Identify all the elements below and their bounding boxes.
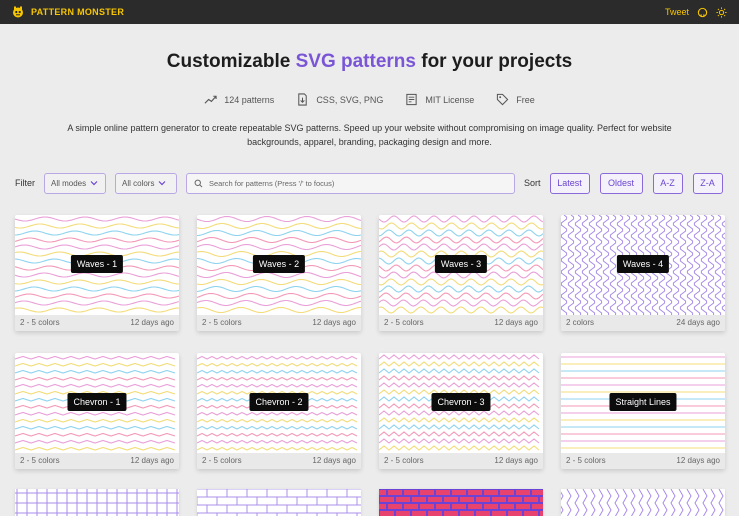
pattern-card[interactable]: Waves - 4 2 colors 24 days ago: [561, 215, 725, 331]
pattern-meta: 2 - 5 colors 12 days ago: [15, 315, 179, 331]
pattern-name: Chevron - 3: [431, 393, 491, 411]
sort-za-button[interactable]: Z-A: [692, 172, 723, 194]
stats-row: 124 patterns CSS, SVG, PNG MIT License F…: [0, 93, 739, 106]
pattern-name: Waves - 3: [434, 255, 488, 273]
pattern-name: Waves - 4: [616, 255, 670, 273]
trend-up-icon: [204, 95, 217, 104]
pattern-card-partial[interactable]: [15, 489, 179, 516]
tag-icon: [497, 93, 509, 106]
stat-license: MIT License: [405, 93, 474, 106]
filter-label: Filter: [15, 178, 35, 188]
pattern-card-partial[interactable]: [197, 489, 361, 516]
pattern-meta: 2 colors 24 days ago: [561, 315, 725, 331]
sort-oldest-button[interactable]: Oldest: [599, 172, 643, 194]
chevron-down-icon: [159, 181, 166, 186]
chevron-down-icon: [90, 181, 98, 186]
theme-toggle-icon[interactable]: [716, 6, 727, 18]
pattern-meta: 2 - 5 colors 12 days ago: [561, 453, 725, 469]
pattern-name: Straight Lines: [609, 393, 677, 411]
pattern-meta: 2 - 5 colors 12 days ago: [379, 315, 543, 331]
filter-bar: Filter All modes All colors Sort Latest …: [15, 172, 726, 194]
sort-latest-button[interactable]: Latest: [549, 172, 590, 194]
license-icon: [406, 93, 417, 106]
pattern-meta: 2 - 5 colors 12 days ago: [379, 453, 543, 469]
stat-formats: CSS, SVG, PNG: [296, 93, 383, 106]
pattern-name: Waves - 2: [252, 255, 306, 273]
github-icon[interactable]: [697, 7, 708, 18]
pattern-preview: [197, 215, 361, 315]
pattern-card[interactable]: Waves - 1 2 - 5 colors 12 days ago: [15, 215, 179, 331]
stat-patterns: 124 patterns: [204, 93, 274, 106]
pattern-card[interactable]: Waves - 2 2 - 5 colors 12 days ago: [197, 215, 361, 331]
pattern-card[interactable]: Chevron - 2 2 - 5 colors 12 days ago: [197, 353, 361, 469]
stat-price: Free: [496, 93, 535, 106]
search-icon: [194, 179, 203, 187]
monster-logo-icon: [13, 6, 23, 18]
pattern-name: Chevron - 1: [67, 393, 127, 411]
page-title: Customizable SVG patterns for your proje…: [166, 51, 573, 72]
description: A simple online pattern generator to cre…: [67, 123, 672, 147]
pattern-name: Waves - 1: [70, 255, 124, 273]
pattern-card[interactable]: Chevron - 1 2 - 5 colors 12 days ago: [15, 353, 179, 469]
modes-select[interactable]: All modes: [44, 172, 106, 194]
pattern-card[interactable]: Chevron - 3 2 - 5 colors 12 days ago: [379, 353, 543, 469]
pattern-card[interactable]: Straight Lines 2 - 5 colors 12 days ago: [561, 353, 725, 469]
pattern-meta: 2 - 5 colors 12 days ago: [197, 453, 361, 469]
search-input[interactable]: [208, 178, 507, 188]
pattern-meta: 2 - 5 colors 12 days ago: [197, 315, 361, 331]
pattern-card[interactable]: Waves - 3 2 - 5 colors 12 days ago: [379, 215, 543, 331]
pattern-card-partial[interactable]: [379, 489, 543, 516]
pattern-name: Chevron - 2: [249, 393, 309, 411]
sort-label: Sort: [524, 178, 541, 188]
tweet-link[interactable]: Tweet: [664, 7, 689, 17]
sort-az-button[interactable]: A-Z: [652, 172, 683, 194]
top-bar: PATTERN MONSTER Tweet: [0, 0, 739, 24]
search-box[interactable]: [186, 172, 515, 194]
colors-select[interactable]: All colors: [115, 172, 177, 194]
pattern-meta: 2 - 5 colors 12 days ago: [15, 453, 179, 469]
brand-name: PATTERN MONSTER: [31, 7, 125, 17]
pattern-card-partial[interactable]: [561, 489, 725, 516]
file-download-icon: [298, 93, 308, 106]
logo[interactable]: PATTERN MONSTER: [12, 6, 124, 18]
